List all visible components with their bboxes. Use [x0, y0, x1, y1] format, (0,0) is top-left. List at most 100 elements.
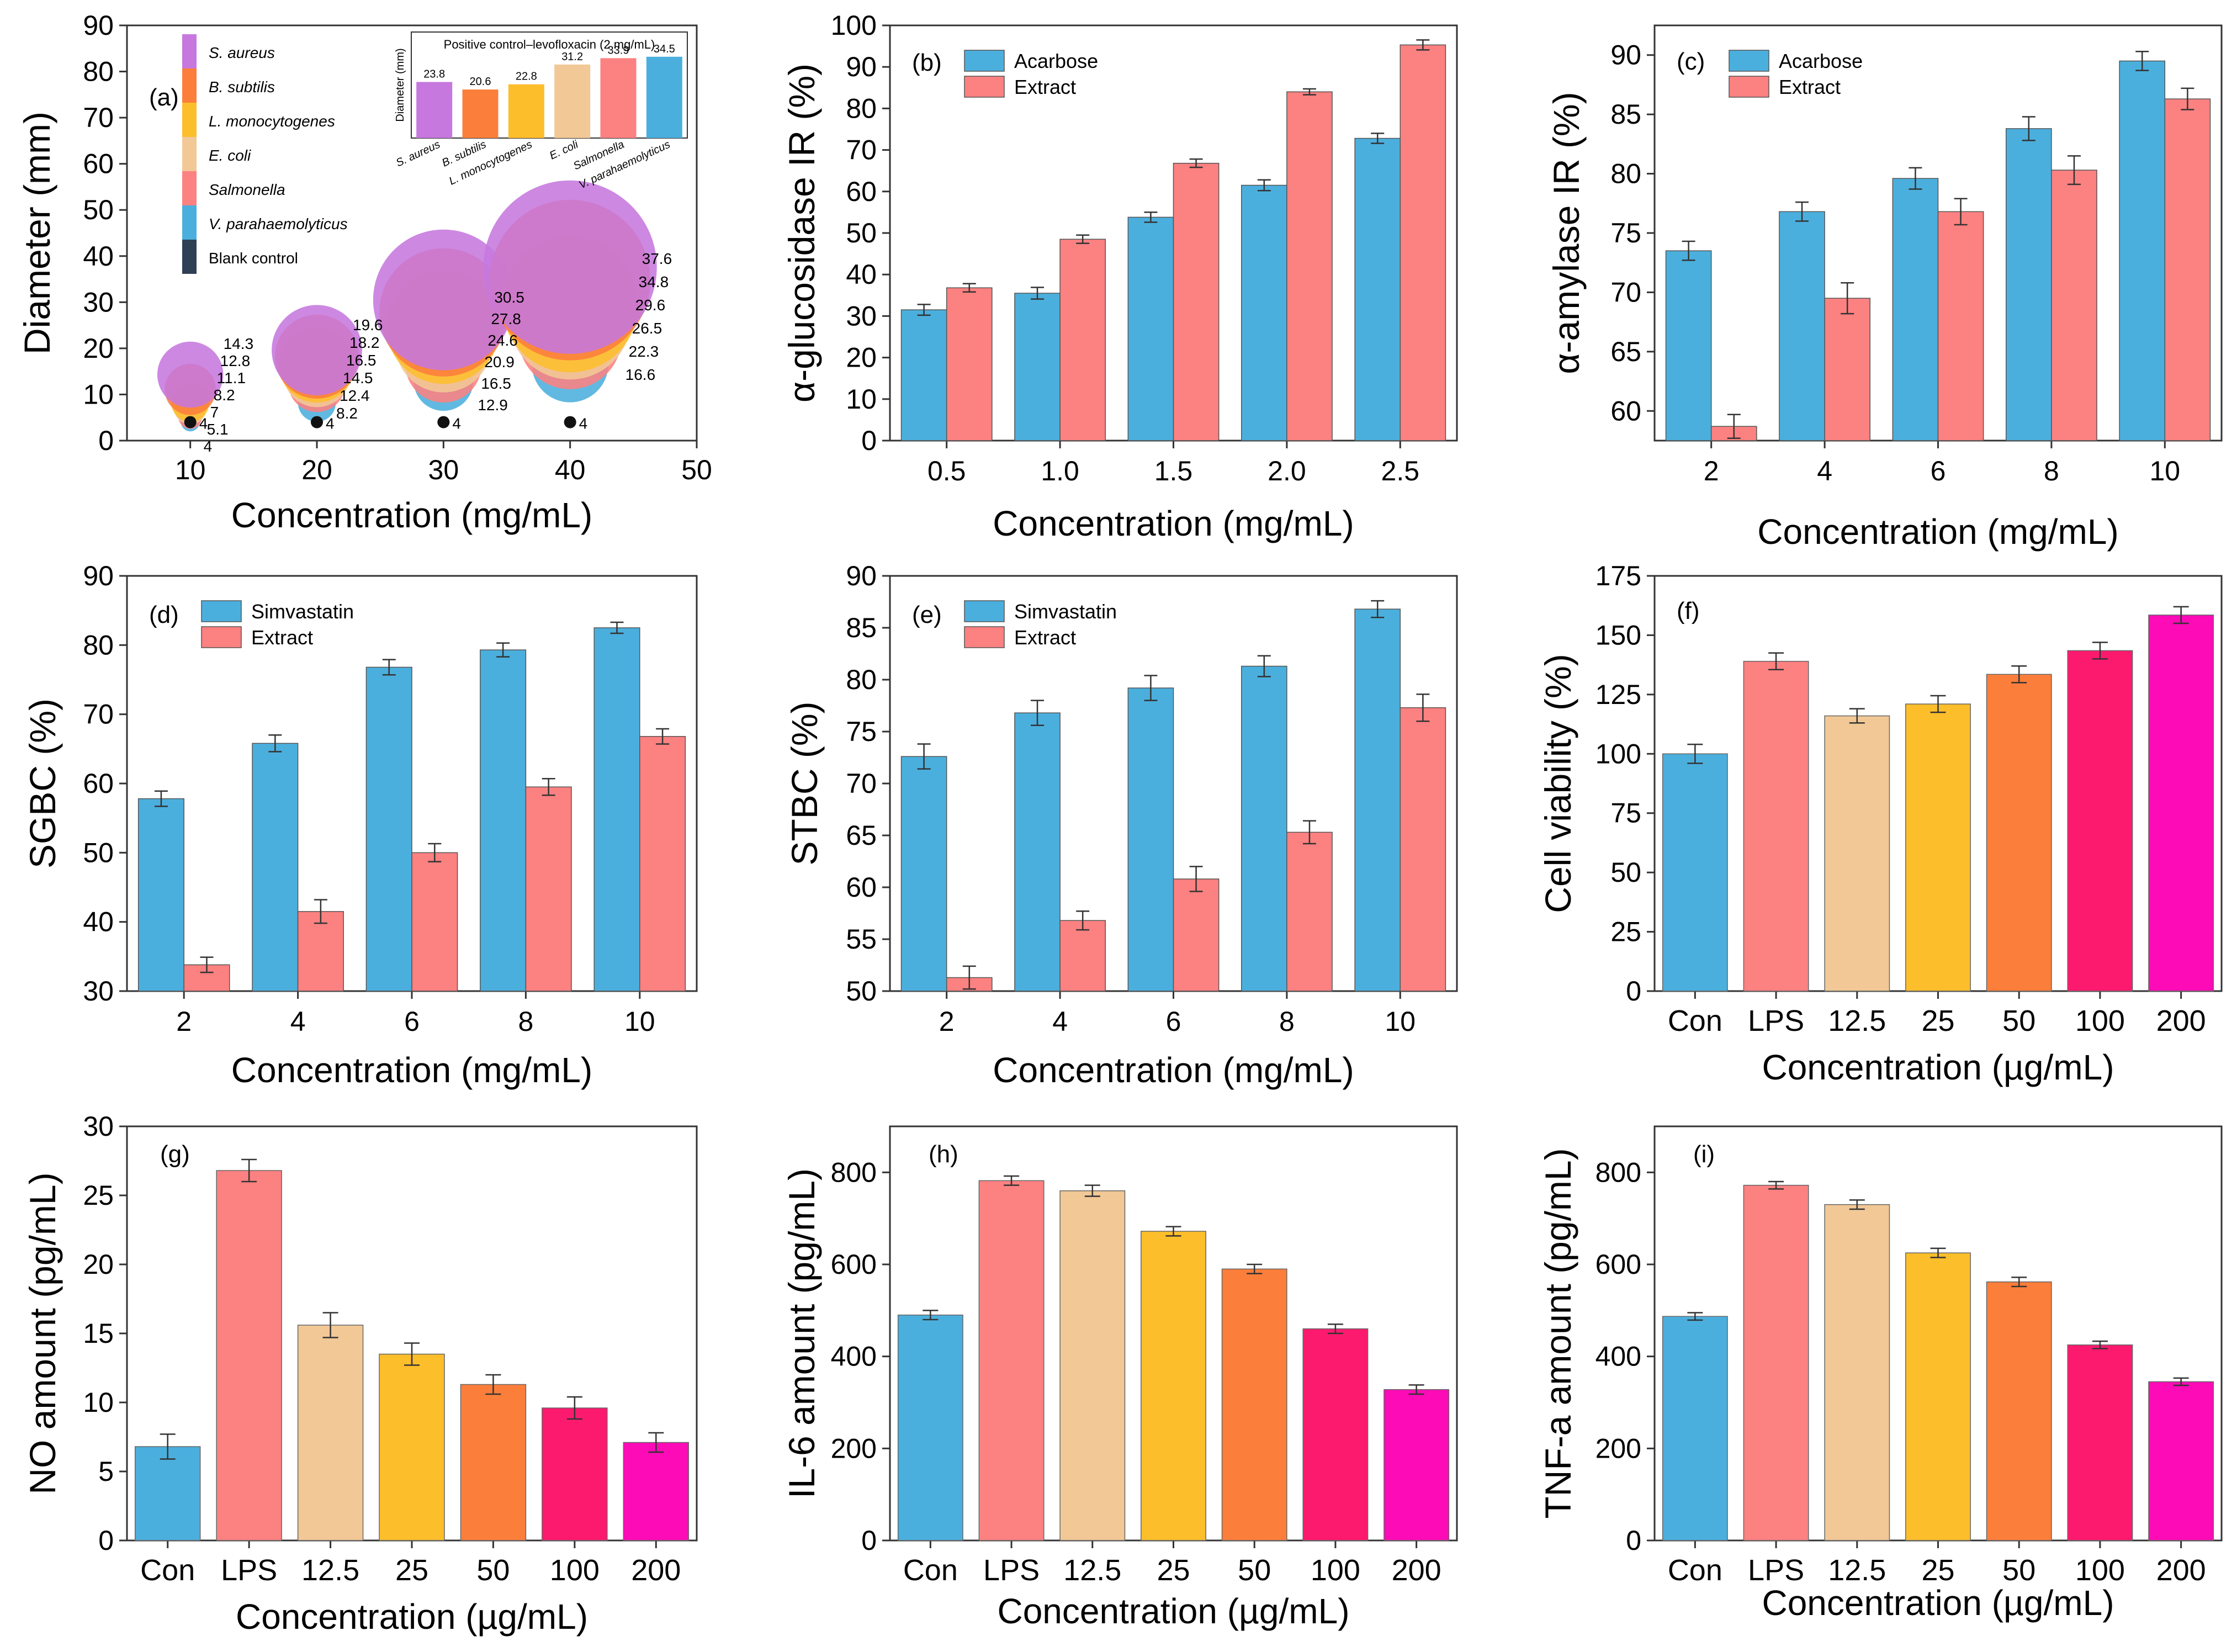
y-tick-label: 25: [83, 1180, 114, 1211]
bar-lps: [1743, 1184, 1809, 1541]
bar-extract: [1824, 298, 1871, 441]
legend-label: Simvastatin: [251, 600, 354, 623]
blank-control-point: [564, 416, 576, 428]
y-tick-label: 25: [1610, 917, 1641, 947]
legend-label: Simvastatin: [1014, 600, 1117, 623]
bar-50: [1986, 1281, 2052, 1541]
legend-swatch: [964, 626, 1005, 648]
point-label: 30.5: [494, 289, 524, 306]
x-tick-label: 1.5: [1154, 456, 1193, 486]
y-tick-label: 90: [1610, 40, 1641, 71]
y-tick-label: 20: [83, 1249, 114, 1280]
x-axis-label: Concentration (µg/mL): [1762, 1047, 2114, 1087]
point-label: 18.2: [349, 334, 380, 351]
legend-label: Extract: [251, 626, 313, 649]
point-label: 27.8: [491, 310, 521, 327]
y-tick-label: 50: [83, 194, 114, 225]
x-tick-label: 10: [1385, 1006, 1416, 1037]
x-tick-label: 4: [1052, 1006, 1068, 1037]
bar-extract: [1286, 91, 1333, 441]
bar-acarbose: [1241, 184, 1287, 441]
y-tick-label: 75: [1610, 218, 1641, 248]
y-tick-label: 85: [846, 612, 877, 643]
legend-label: S. aureus: [209, 44, 275, 61]
point-label: 16.5: [481, 375, 511, 392]
y-axis-label: IL-6 amount (pg/mL): [781, 1168, 822, 1499]
y-axis-label: α-amylase IR (%): [1546, 92, 1587, 374]
bar-con: [134, 1446, 201, 1541]
bar-simvastatin: [252, 743, 299, 992]
y-tick-label: 70: [1610, 277, 1641, 308]
blank-control-label: 4: [579, 415, 588, 432]
inset-title: Positive control–levofloxacin (2 mg/mL): [444, 38, 655, 51]
x-tick-label: 200: [1392, 1554, 1441, 1587]
bar-extract: [297, 911, 344, 992]
bar-simvastatin: [365, 666, 412, 992]
legend-swatch: [182, 68, 197, 103]
bar-simvastatin: [1354, 608, 1401, 992]
x-tick-label: 2.5: [1381, 456, 1420, 486]
x-tick-label: 20: [301, 454, 332, 485]
y-tick-label: 75: [1610, 798, 1641, 829]
bar-acarbose: [1354, 137, 1401, 441]
x-tick-label: 12.5: [1828, 1004, 1886, 1037]
x-tick-label: 200: [2156, 1554, 2206, 1587]
y-tick-label: 90: [83, 560, 114, 591]
bar-100: [542, 1407, 608, 1541]
x-tick-label: 2: [939, 1006, 955, 1037]
inset-category-label: L. monocytogenes: [447, 139, 534, 188]
inset-bar: [554, 64, 591, 138]
x-tick-label: 8: [2044, 456, 2059, 486]
x-tick-label: LPS: [1748, 1554, 1804, 1587]
point-label: 16.5: [346, 352, 377, 369]
y-tick-label: 60: [846, 872, 877, 903]
y-tick-label: 65: [846, 820, 877, 851]
bar-25: [1905, 1252, 1971, 1541]
bar-acarbose: [2005, 128, 2052, 441]
inset-category-label: S. aureus: [394, 139, 442, 170]
x-tick-label: 10: [175, 454, 206, 485]
point-label: 11.1: [217, 369, 246, 386]
bar-lps: [1743, 660, 1809, 992]
y-tick-label: 600: [1595, 1249, 1641, 1280]
panel-label: (a): [149, 84, 179, 111]
legend-swatch: [964, 76, 1005, 98]
point-label: 12.4: [340, 387, 370, 404]
bar-extract: [525, 786, 572, 992]
plot-frame: [126, 24, 698, 442]
y-tick-label: 800: [1595, 1157, 1641, 1188]
x-tick-label: 50: [2002, 1554, 2035, 1587]
bar-acarbose: [1127, 216, 1174, 441]
y-tick-label: 30: [83, 1111, 114, 1142]
y-tick-label: 150: [1595, 620, 1641, 650]
bar-con: [1662, 753, 1728, 992]
point-label: 37.6: [642, 250, 672, 267]
point-label: 4: [204, 438, 213, 455]
panel-a: 0 10 20 30 40 50 60 70 80 90 Diameter (mm) Concentr…: [17, 10, 712, 535]
inset-value-label: 23.8: [423, 68, 445, 80]
legend-label: L. monocytogenes: [209, 113, 335, 130]
x-tick-label: 6: [1166, 1006, 1181, 1037]
point-label: 8.2: [336, 405, 358, 422]
x-tick-label: 6: [1931, 456, 1946, 486]
y-tick-label: 0: [1626, 976, 1641, 1007]
x-axis-label: Concentration (mg/mL): [993, 1050, 1354, 1090]
y-tick-label: 10: [846, 384, 877, 415]
y-tick-label: 15: [83, 1318, 114, 1349]
x-tick-label: 10: [624, 1006, 655, 1037]
bar-simvastatin: [1127, 687, 1174, 992]
x-tick-label: 12.5: [1063, 1554, 1121, 1587]
y-tick-label: 200: [831, 1433, 877, 1464]
bar-12.5: [1059, 1190, 1126, 1541]
y-tick-label: 30: [83, 287, 114, 317]
y-tick-label: 50: [846, 976, 877, 1007]
panel-label: (e): [912, 601, 942, 628]
x-tick-label: 100: [2075, 1554, 2125, 1587]
blank-control-point: [311, 416, 323, 428]
y-tick-label: 80: [846, 664, 877, 695]
y-tick-label: 50: [1610, 857, 1641, 888]
y-tick-label: 60: [846, 176, 877, 207]
y-axis-label: STBC (%): [784, 702, 825, 866]
panel-f: 0 25 50 75 100 125 150 175 Cell viability (%) Con…: [1538, 560, 2223, 1087]
x-tick-label: 50: [1238, 1554, 1271, 1587]
